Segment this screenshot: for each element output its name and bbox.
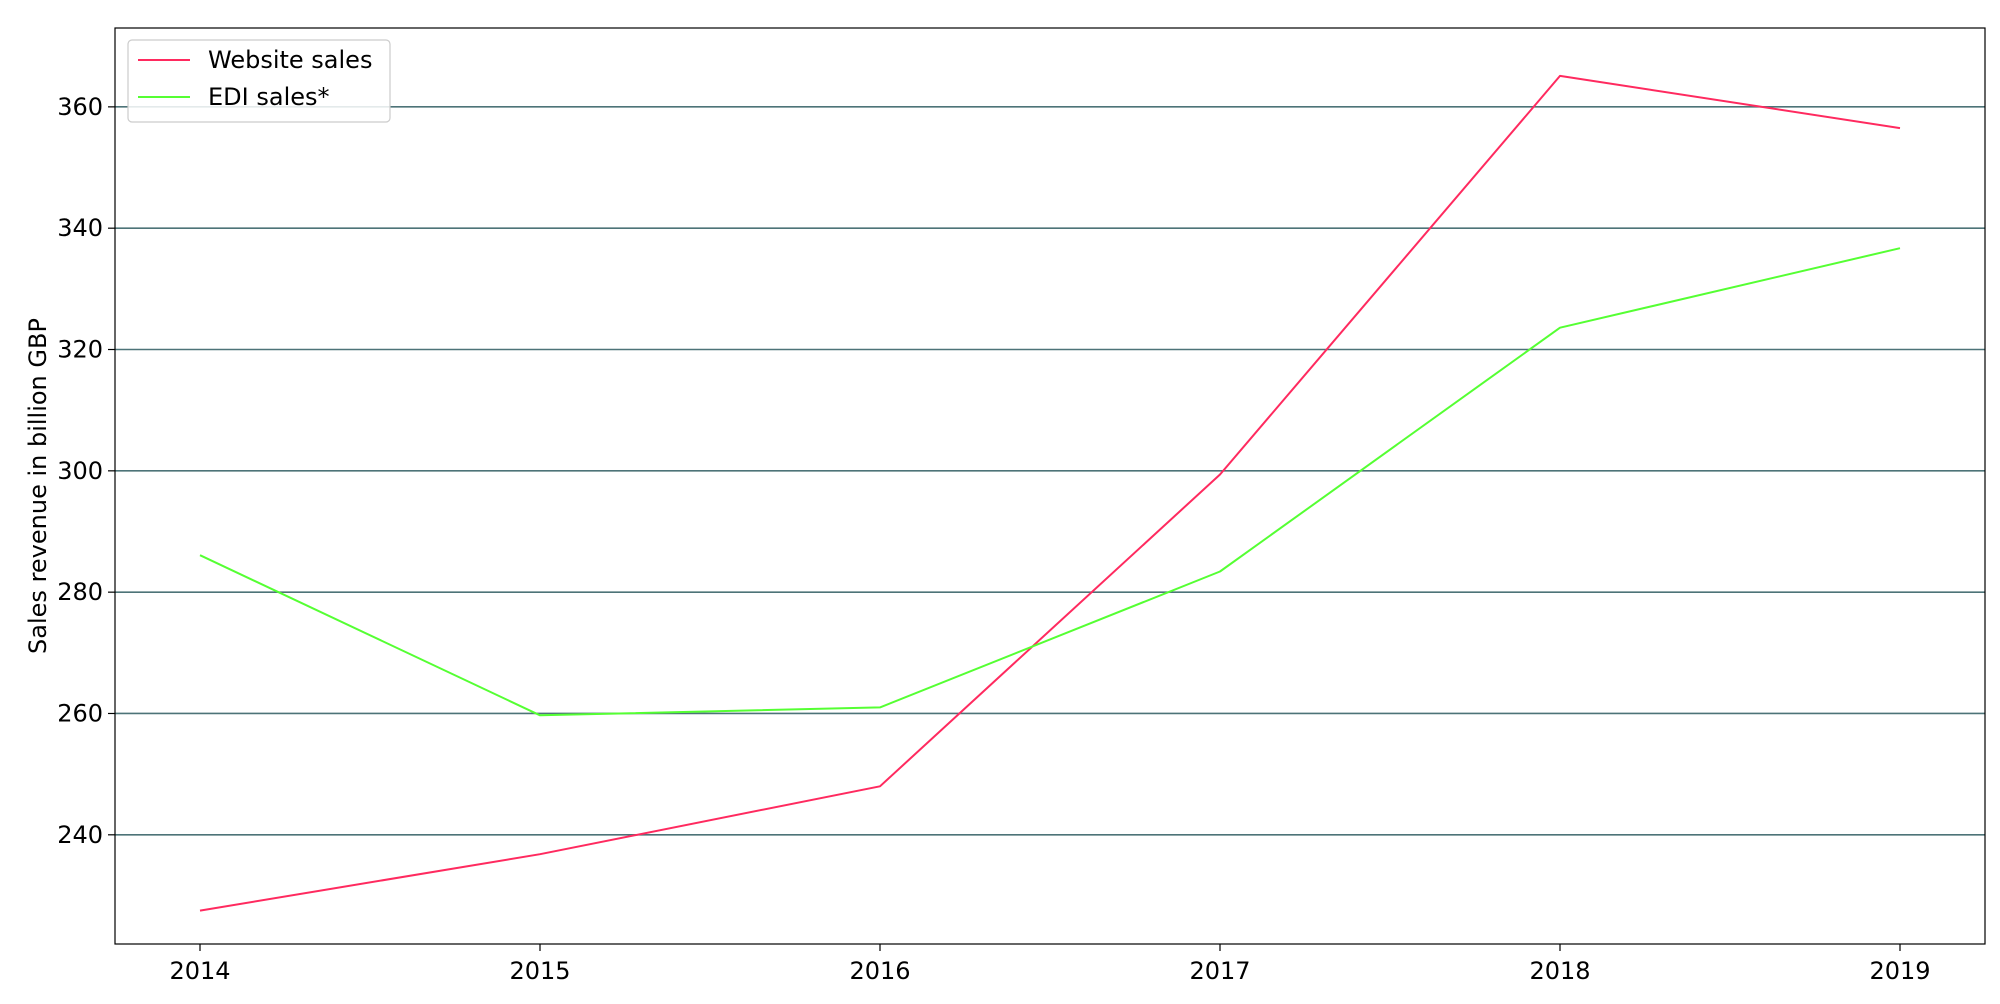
y-tick-label: 260 [57,699,103,727]
x-tick-label: 2017 [1189,957,1250,985]
x-tick-label: 2018 [1529,957,1590,985]
y-tick-label: 240 [57,821,103,849]
x-tick-label: 2015 [509,957,570,985]
legend-label: EDI sales* [208,83,330,111]
series-line-0 [199,74,1901,912]
ticks-layer: 240 260 280 300 320 340 360 2014 2015 2016 2017 201… [57,93,1930,985]
y-tick-label: 340 [57,214,103,242]
legend-label: Website sales [208,46,372,74]
legend-box [127,39,391,123]
y-tick-label: 300 [57,457,103,485]
y-tick-label: 280 [57,578,103,606]
series-line-1 [199,247,1901,717]
legend: Website sales EDI sales* [127,39,391,123]
y-axis-label: Sales revenue in billion GBP [24,318,52,654]
y-tick-label: 320 [57,336,103,364]
plot-frame [114,27,1986,945]
series-layer [199,74,1901,912]
x-tick-label: 2019 [1869,957,1930,985]
grid-layer [115,106,1985,836]
y-tick-label: 360 [57,93,103,121]
x-tick-label: 2014 [169,957,230,985]
x-tick-label: 2016 [849,957,910,985]
